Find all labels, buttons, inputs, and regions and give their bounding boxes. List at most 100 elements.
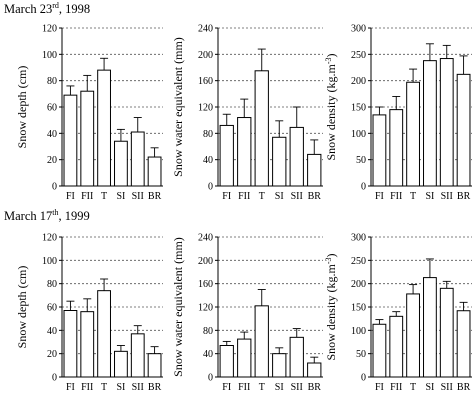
bar: [97, 69, 111, 187]
y-tick-label: 200: [351, 76, 366, 87]
row-title-tail: , 1999: [58, 209, 90, 224]
y-tick-label: 250: [351, 256, 366, 267]
y-tick-label: 150: [351, 303, 366, 314]
y-axis-label: Snow depth (cm): [15, 66, 29, 149]
bar: [237, 338, 252, 378]
x-tick-label: SI: [116, 191, 125, 202]
y-tick-label: 160: [198, 279, 213, 290]
bar: [372, 114, 387, 187]
bar: [219, 124, 234, 187]
x-tick-label: FII: [390, 191, 402, 202]
y-tick-label: 120: [198, 303, 213, 314]
y-tick-label: 250: [351, 50, 366, 61]
y-tick-label: 240: [198, 24, 213, 35]
bar: [307, 362, 322, 378]
x-tick-label: SI: [116, 382, 125, 393]
y-tick-label: 40: [47, 129, 57, 140]
x-tick-label: T: [259, 382, 265, 393]
x-tick-label: T: [259, 191, 265, 202]
bar: [80, 311, 95, 378]
y-tick-label: 150: [351, 103, 366, 114]
y-tick-label: 0: [208, 373, 213, 384]
row-title-tail: , 1998: [58, 2, 91, 17]
row-title-sup: rd: [52, 1, 59, 10]
y-tick-label: 160: [198, 76, 213, 87]
y-tick-label: 40: [47, 326, 57, 337]
x-tick-label: T: [101, 191, 107, 202]
x-tick-label: BR: [148, 191, 162, 202]
x-tick-label: BR: [457, 191, 471, 202]
bar: [406, 81, 420, 187]
y-tick-label: 240: [198, 233, 213, 244]
x-tick-label: BR: [308, 191, 322, 202]
bar: [147, 353, 162, 378]
x-tick-label: T: [101, 382, 107, 393]
bar: [63, 310, 78, 378]
x-tick-label: FII: [238, 382, 250, 393]
x-tick-label: FII: [81, 191, 93, 202]
x-tick-label: T: [410, 382, 416, 393]
y-axis-label: Snow water equivalent (mm): [171, 37, 185, 177]
x-tick-label: SI: [425, 382, 434, 393]
row-title-1999: March 17th, 1999: [4, 208, 90, 224]
x-tick-label: BR: [457, 382, 471, 393]
row-title-sup: th: [52, 208, 59, 217]
y-tick-label: 200: [351, 279, 366, 290]
row-title-main: March 23: [4, 2, 53, 17]
y-axis-label-sup: -3: [324, 57, 333, 64]
x-tick-label: FII: [81, 382, 93, 393]
y-axis-label-sup: -3: [324, 257, 333, 264]
y-tick-label: 100: [351, 326, 366, 337]
x-tick-label: BR: [308, 382, 322, 393]
bar: [130, 131, 145, 187]
bar: [439, 58, 454, 187]
bar: [423, 277, 437, 378]
x-tick-label: BR: [148, 382, 162, 393]
y-tick-label: 0: [361, 182, 366, 193]
x-tick-label: SII: [291, 191, 303, 202]
bar: [254, 305, 269, 378]
y-tick-label: 300: [351, 24, 366, 35]
y-axis-label-tail: ): [324, 253, 338, 257]
bar: [63, 94, 78, 187]
y-tick-label: 0: [52, 373, 57, 384]
x-tick-label: FI: [222, 191, 231, 202]
bar: [307, 153, 322, 187]
y-axis-label: Snow density (kg.m-3): [324, 53, 338, 160]
bar: [219, 345, 234, 378]
y-tick-label: 120: [198, 103, 213, 114]
bar: [272, 353, 287, 378]
y-tick-label: 20: [47, 155, 57, 166]
bar: [439, 287, 454, 378]
y-tick-label: 50: [356, 349, 366, 360]
y-tick-label: 80: [203, 129, 213, 140]
bar: [80, 90, 95, 187]
y-tick-label: 0: [361, 373, 366, 384]
bar: [406, 293, 420, 378]
bar: [97, 290, 111, 378]
x-tick-label: FII: [238, 191, 250, 202]
y-tick-label: 80: [203, 326, 213, 337]
bar: [289, 126, 304, 187]
y-tick-label: 60: [47, 303, 57, 314]
y-tick-label: 100: [351, 129, 366, 140]
y-tick-label: 100: [42, 256, 57, 267]
y-tick-label: 300: [351, 233, 366, 244]
y-tick-label: 0: [52, 182, 57, 193]
bar: [237, 117, 252, 187]
x-tick-label: SII: [132, 382, 144, 393]
bar: [254, 70, 269, 187]
x-tick-label: FII: [390, 382, 402, 393]
bar: [272, 136, 287, 187]
bar: [114, 140, 128, 187]
bar: [372, 323, 387, 378]
bar: [456, 73, 471, 187]
y-tick-label: 120: [42, 24, 57, 35]
x-tick-label: FI: [66, 382, 75, 393]
x-tick-label: SII: [441, 191, 453, 202]
bar: [389, 109, 404, 187]
y-tick-label: 200: [198, 50, 213, 61]
y-axis-label-tail: ): [324, 53, 338, 57]
x-tick-label: FI: [375, 382, 384, 393]
